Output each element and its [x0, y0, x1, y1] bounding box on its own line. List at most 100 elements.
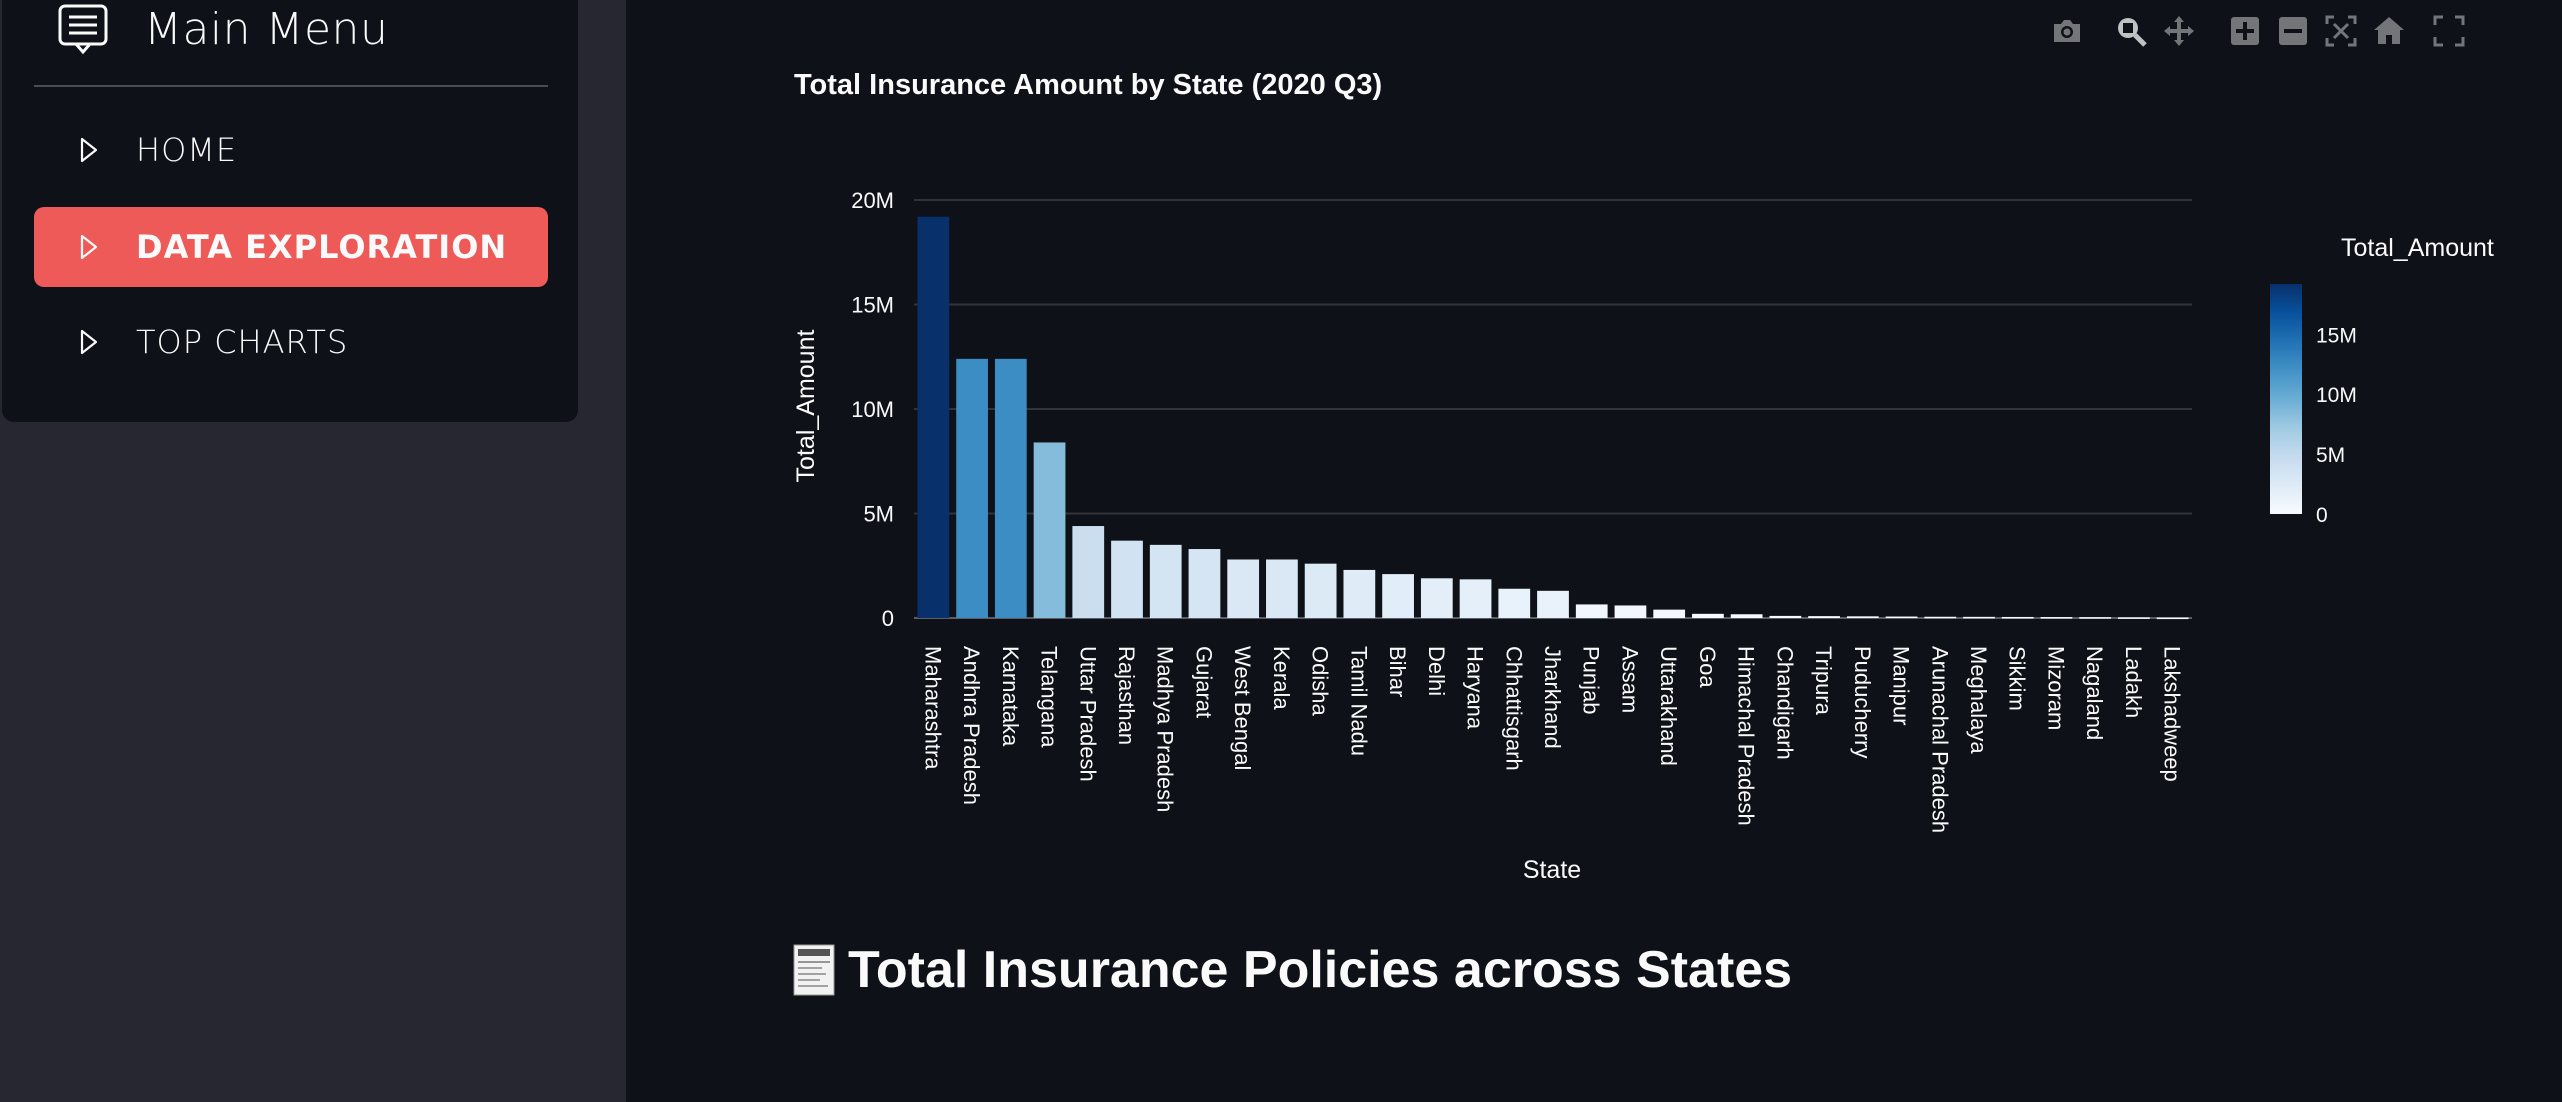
y-tick-label: 15M [851, 293, 894, 318]
colorbar-tick-label: 0 [2316, 504, 2328, 527]
bar[interactable] [1227, 559, 1260, 618]
colorbar-tick-label: 10M [2316, 384, 2357, 407]
bar[interactable] [1266, 559, 1298, 618]
menu-header: Main Menu [56, 2, 388, 56]
zoom-icon[interactable] [2114, 14, 2148, 48]
x-axis-label: State [1523, 856, 1581, 884]
bar[interactable] [2040, 617, 2073, 619]
x-tick-label: West Bengal [1230, 646, 1255, 770]
sidebar: Main Menu HOME DATA EXPLORATION TOP CHAR… [0, 0, 626, 1102]
colorbar [2270, 284, 2302, 514]
bar[interactable] [1459, 579, 1492, 618]
bar[interactable] [994, 358, 1027, 618]
camera-icon[interactable] [2050, 14, 2084, 48]
pan-icon[interactable] [2162, 14, 2196, 48]
bar[interactable] [2156, 617, 2189, 620]
x-tick-label: Haryana [1463, 646, 1488, 730]
x-tick-label: Himachal Pradesh [1734, 646, 1759, 826]
x-tick-label: Tripura [1811, 646, 1836, 716]
menu-title: Main Menu [144, 3, 389, 55]
x-tick-label: Telangana [1037, 646, 1062, 748]
bar[interactable] [1420, 578, 1453, 618]
x-tick-label: Meghalaya [1966, 646, 1991, 754]
x-tick-label: Andhra Pradesh [959, 646, 984, 805]
bar[interactable] [1769, 615, 1802, 618]
menu-list-icon [58, 4, 108, 55]
x-tick-label: Goa [1695, 646, 1720, 688]
section-title: Total Insurance Policies across States [848, 941, 1793, 999]
menu-item-home[interactable]: HOME [34, 110, 548, 190]
bar[interactable] [2118, 617, 2150, 619]
y-tick-label: 5M [863, 502, 894, 527]
bar[interactable] [1188, 549, 1221, 618]
y-tick-label: 10M [851, 397, 894, 422]
bar[interactable] [1692, 613, 1724, 618]
x-tick-label: Chhattisgarh [1501, 646, 1526, 771]
menu-item-top-charts[interactable]: TOP CHARTS [34, 302, 548, 382]
menu-item-label: DATA EXPLORATION [136, 228, 508, 266]
colorbar-title: Total_Amount [2341, 234, 2494, 262]
bar[interactable] [1111, 540, 1143, 618]
caret-right-icon [80, 234, 98, 260]
main-menu-panel: Main Menu HOME DATA EXPLORATION TOP CHAR… [2, 0, 578, 422]
x-tick-label: Sikkim [2005, 646, 2030, 711]
bar[interactable] [2079, 617, 2112, 619]
x-tick-label: Nagaland [2082, 646, 2107, 740]
receipt-icon [793, 944, 835, 996]
x-tick-label: Delhi [1424, 646, 1449, 696]
x-tick-label: Lakshadweep [2160, 646, 2185, 782]
zoom-in-icon[interactable] [2228, 14, 2262, 48]
bar[interactable] [1924, 616, 1957, 619]
bar[interactable] [1033, 442, 1066, 618]
x-tick-label: Madhya Pradesh [1153, 646, 1178, 812]
menu-item-data-exploration[interactable]: DATA EXPLORATION [34, 207, 548, 287]
bar[interactable] [1730, 614, 1763, 618]
x-tick-label: Puducherry [1850, 646, 1875, 759]
bar[interactable] [956, 358, 988, 618]
x-tick-label: Rajasthan [1114, 646, 1139, 745]
x-axis-ticks: Maharashtra Andhra Pradesh Karnataka Telang… [920, 646, 2184, 833]
x-tick-label: Arunachal Pradesh [1927, 646, 1952, 833]
x-tick-label: Jharkhand [1540, 646, 1565, 749]
section-heading: Total Insurance Policies across States [792, 940, 1792, 1000]
bar[interactable] [1537, 590, 1569, 618]
bar[interactable] [1343, 569, 1376, 618]
x-tick-label: Karnataka [998, 646, 1023, 747]
caret-right-icon [80, 329, 98, 355]
x-tick-label: Mizoram [2043, 646, 2068, 730]
grid-lines [914, 199, 2192, 619]
fullscreen-icon[interactable] [2432, 14, 2466, 48]
y-tick-label: 0 [882, 606, 894, 631]
x-tick-label: Chandigarh [1772, 646, 1797, 760]
bar[interactable] [1304, 563, 1337, 618]
reset-axes-icon[interactable] [2372, 14, 2406, 48]
bar[interactable] [917, 216, 950, 618]
bar[interactable] [1653, 609, 1686, 618]
x-tick-label: Assam [1617, 646, 1642, 713]
bar[interactable] [1072, 526, 1105, 618]
colorbar-tick-label: 15M [2316, 324, 2357, 347]
bar-chart: Total Insurance Amount by State (2020 Q3… [792, 69, 2494, 884]
bar[interactable] [1885, 616, 1918, 619]
x-tick-label: Uttarakhand [1656, 646, 1681, 766]
bar[interactable] [1149, 544, 1182, 618]
menu-item-label: HOME [136, 131, 238, 169]
zoom-out-icon[interactable] [2276, 14, 2310, 48]
bars [917, 216, 2189, 620]
bar[interactable] [1614, 605, 1647, 618]
y-axis-ticks: 0 5M 10M 15M 20M [851, 188, 894, 631]
x-tick-label: Kerala [1269, 646, 1294, 710]
autoscale-icon[interactable] [2324, 14, 2358, 48]
bar[interactable] [1382, 574, 1414, 618]
bar[interactable] [1846, 616, 1879, 618]
y-tick-label: 20M [851, 188, 894, 213]
bar[interactable] [2001, 616, 2034, 619]
bar[interactable] [1808, 616, 1840, 618]
colorbar-ticks: 0 5M 10M 15M [2316, 324, 2357, 527]
menu-divider [34, 85, 548, 87]
bar[interactable] [1498, 588, 1531, 618]
bar[interactable] [1963, 616, 1995, 619]
bar[interactable] [1575, 604, 1608, 618]
x-tick-label: Manipur [1889, 646, 1914, 725]
colorbar-tick-label: 5M [2316, 444, 2345, 467]
